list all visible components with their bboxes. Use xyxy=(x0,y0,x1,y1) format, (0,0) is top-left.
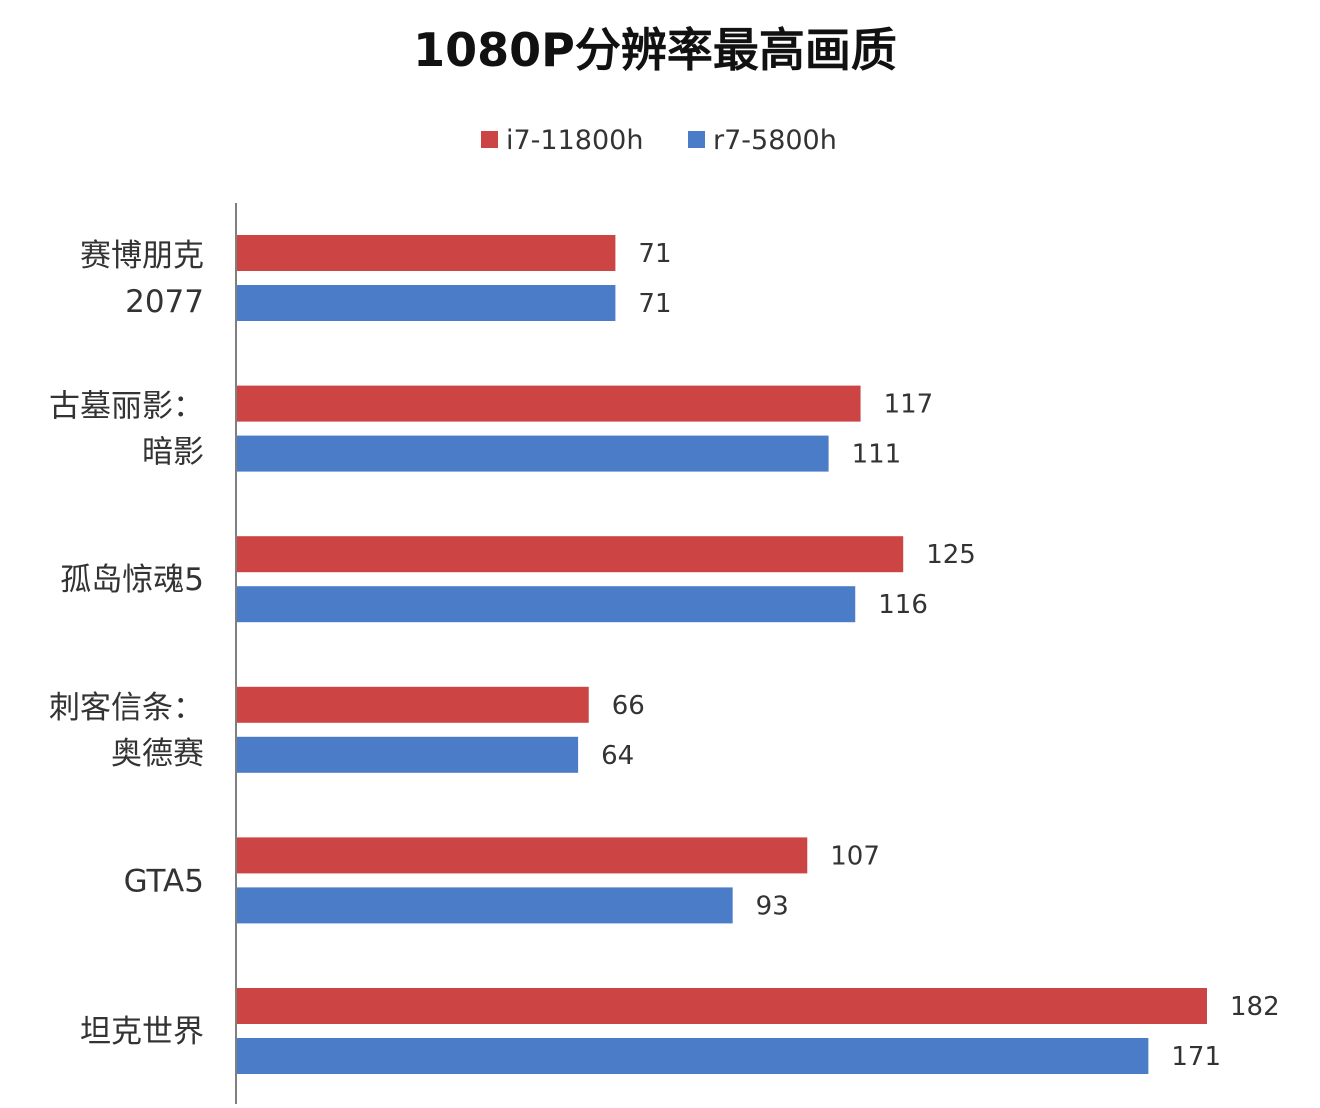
category-label-4-line-2: 奥德赛 xyxy=(111,736,204,772)
bar-series1-cat6 xyxy=(237,988,1207,1024)
category-label-4-line-1: 刺客信条： xyxy=(49,690,204,726)
legend-swatch-1 xyxy=(481,131,498,148)
value-label-series1-cat2: 117 xyxy=(884,390,934,420)
category-label-1-line-1: 赛博朋克 xyxy=(80,238,204,274)
value-label-series1-cat6: 182 xyxy=(1230,992,1280,1022)
value-label-series1-cat4: 66 xyxy=(612,691,645,721)
legend-label-1: i7-11800h xyxy=(506,125,643,156)
category-label-6-line-1: 坦克世界 xyxy=(80,1014,204,1050)
category-label-2-line-2: 暗影 xyxy=(142,435,204,471)
bar-series1-cat3 xyxy=(237,536,904,573)
bars xyxy=(237,235,1207,1074)
bar-series2-cat6 xyxy=(237,1038,1149,1074)
value-label-series2-cat1: 71 xyxy=(638,289,671,319)
value-label-series2-cat3: 116 xyxy=(878,590,928,620)
category-label-1-line-2: 2077 xyxy=(125,284,204,320)
value-label-series2-cat4: 64 xyxy=(601,741,634,771)
value-label-series2-cat6: 171 xyxy=(1171,1042,1221,1072)
value-labels: 71 117 125 66 107 182 71 111 116 64 93 171 xyxy=(601,239,1280,1072)
bar-series2-cat4 xyxy=(237,736,579,773)
bar-series2-cat5 xyxy=(237,887,733,924)
bar-series2-cat3 xyxy=(237,586,856,623)
value-label-series1-cat3: 125 xyxy=(926,540,976,570)
value-label-series2-cat2: 111 xyxy=(852,440,902,470)
value-label-series2-cat5: 93 xyxy=(756,891,789,921)
value-label-series1-cat5: 107 xyxy=(830,841,880,871)
chart-title: 1080P分辨率最高画质 xyxy=(413,23,897,77)
bar-series1-cat4 xyxy=(237,686,589,723)
value-label-series1-cat1: 71 xyxy=(638,239,671,269)
bar-series1-cat5 xyxy=(237,837,808,874)
bar-series2-cat2 xyxy=(237,435,829,472)
legend: i7-11800h r7-5800h xyxy=(481,125,837,156)
bar-series1-cat2 xyxy=(237,385,861,422)
legend-label-2: r7-5800h xyxy=(713,125,837,156)
category-label-3-line-1: 孤岛惊魂5 xyxy=(60,562,204,598)
category-label-2-line-1: 古墓丽影： xyxy=(49,389,204,425)
category-label-5-line-1: GTA5 xyxy=(124,863,204,899)
legend-swatch-2 xyxy=(688,131,705,148)
bar-series2-cat1 xyxy=(237,285,616,321)
bar-series1-cat1 xyxy=(237,235,616,271)
